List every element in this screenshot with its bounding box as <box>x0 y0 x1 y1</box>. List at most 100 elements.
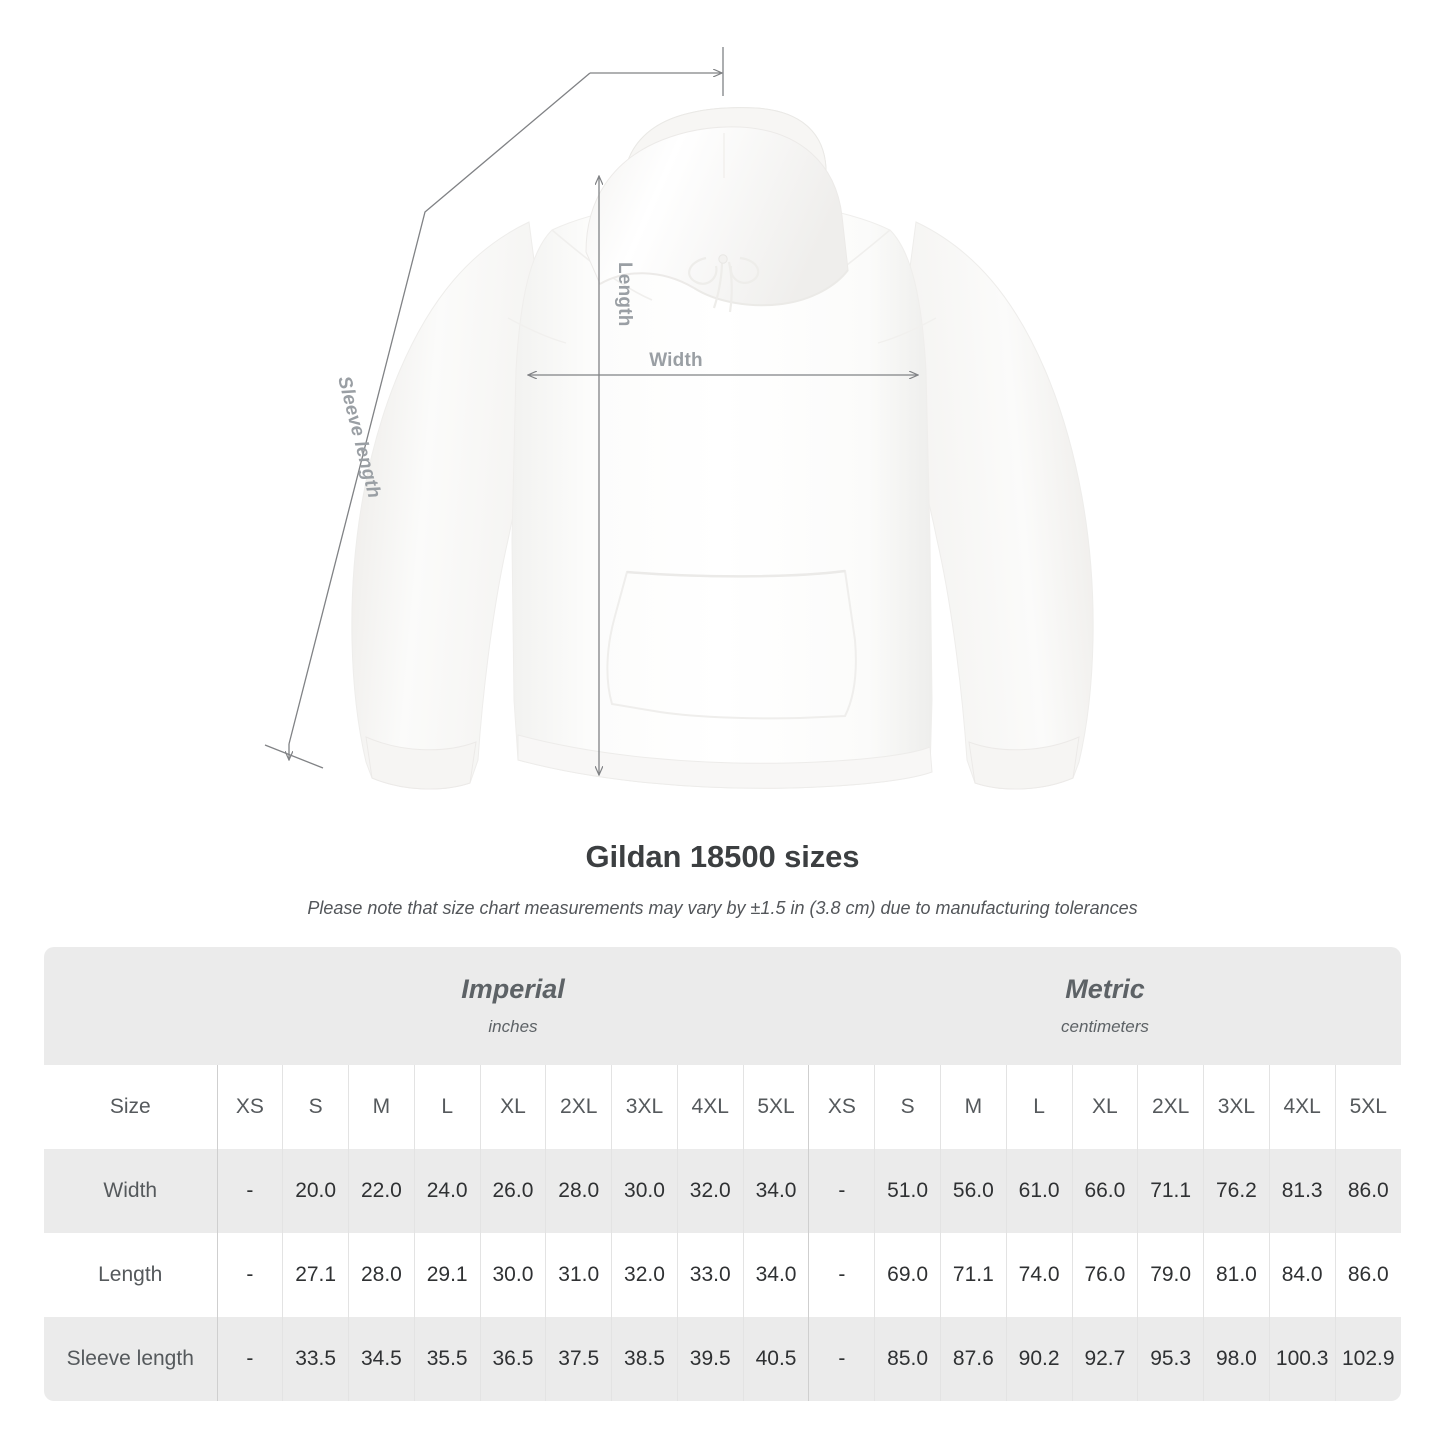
row-header-cell: Size <box>44 1065 217 1149</box>
measurement-cell: - <box>808 1233 875 1317</box>
drawstring-bow <box>688 256 760 313</box>
hood-opening-edge <box>599 272 695 289</box>
measurement-cell: 38.5 <box>611 1317 678 1401</box>
measurement-cell: 24.0 <box>413 1149 481 1233</box>
unit-banner-spacer <box>44 947 217 1065</box>
measurement-cell: - <box>216 1233 283 1317</box>
size-header-cell: L <box>413 1065 481 1149</box>
measurement-cell: 76.2 <box>1203 1149 1270 1233</box>
measurement-cell: 86.0 <box>1334 1233 1401 1317</box>
unit-banner-cell-metric: Metric centimeters <box>808 947 1401 1065</box>
measurement-cell: 26.0 <box>479 1149 546 1233</box>
size-header-cell: 5XL <box>1334 1065 1401 1149</box>
size-header-cell: S <box>874 1065 941 1149</box>
measurement-cell: 32.0 <box>611 1233 678 1317</box>
unit-banner-cell-imperial: Imperial inches <box>217 947 809 1065</box>
size-header-cell: XS <box>216 1065 283 1149</box>
table-row: Width -20.0 22.0 24.0 26.0 28.0 30.0 32.0 34.0-5… <box>44 1149 1401 1233</box>
measurement-cell: 86.0 <box>1334 1149 1401 1233</box>
measurement-cell: 29.1 <box>413 1233 481 1317</box>
measurement-cell: 76.0 <box>1071 1233 1138 1317</box>
size-header-cell: 2XL <box>1137 1065 1204 1149</box>
measurement-cell: 84.0 <box>1268 1233 1336 1317</box>
left-cuff <box>365 736 477 790</box>
measurement-cell: 79.0 <box>1137 1233 1204 1317</box>
measurement-cell: 34.0 <box>742 1149 809 1233</box>
unit-name: Metric <box>1065 974 1145 1005</box>
size-header-cell: M <box>348 1065 415 1149</box>
size-header-cell: 3XL <box>611 1065 678 1149</box>
left-sleeve <box>351 221 553 790</box>
hoodie-diagram-svg: Length Width Sleeve length <box>264 47 1094 790</box>
measurement-cell: 81.0 <box>1203 1233 1270 1317</box>
size-header-cell: XL <box>479 1065 546 1149</box>
measurement-cell: 81.3 <box>1268 1149 1336 1233</box>
title-block: Gildan 18500 sizes Please note that size… <box>0 838 1445 921</box>
measurement-cell: 20.0 <box>282 1149 349 1233</box>
measurement-cell: 30.0 <box>479 1233 546 1317</box>
measurement-cell: 36.5 <box>479 1317 546 1401</box>
measurement-cell: 33.0 <box>676 1233 744 1317</box>
row-header-cell: Width <box>44 1149 217 1233</box>
measurement-cell: 66.0 <box>1071 1149 1138 1233</box>
row-header-cell: Length <box>44 1233 217 1317</box>
measurement-cell: 40.5 <box>742 1317 809 1401</box>
size-chart-table-wrapper: Imperial inches Metric centimeters Size XS S M L… <box>44 947 1401 1401</box>
measurement-cell: 34.5 <box>348 1317 415 1401</box>
unit-name: Imperial <box>461 974 565 1005</box>
table-row: Length -27.1 28.0 29.1 30.0 31.0 32.0 33.0 34.0-… <box>44 1233 1401 1317</box>
measurement-cell: 28.0 <box>348 1233 415 1317</box>
size-header-row: Size XS S M L XL 2XL 3XL 4XL 5XL XS S M L XL 2XL 3XL 4XL 5… <box>44 1065 1401 1149</box>
measurement-cell: 95.3 <box>1137 1317 1204 1401</box>
measurement-cell: 22.0 <box>348 1149 415 1233</box>
size-header-cell: 5XL <box>742 1065 809 1149</box>
measurement-cell: 27.1 <box>282 1233 349 1317</box>
size-header-cell: 4XL <box>676 1065 744 1149</box>
row-header-cell: Sleeve length <box>44 1317 217 1401</box>
measurement-cell: 69.0 <box>874 1233 941 1317</box>
sleeve-dimension-line <box>288 72 591 745</box>
unit-banner-row: Imperial inches Metric centimeters <box>44 947 1401 1065</box>
waistband <box>517 734 933 789</box>
size-header-cell: 4XL <box>1268 1065 1336 1149</box>
measurement-cell: 61.0 <box>1005 1149 1072 1233</box>
measurement-guides <box>264 47 918 775</box>
right-sleeve-seam <box>877 317 937 344</box>
measurement-cell: 98.0 <box>1203 1317 1270 1401</box>
measurement-cell: 56.0 <box>939 1149 1007 1233</box>
measurement-cell: 71.1 <box>1137 1149 1204 1233</box>
measurement-cell: 100.3 <box>1268 1317 1336 1401</box>
measurement-cell: 92.7 <box>1071 1317 1138 1401</box>
measurement-cell: 34.0 <box>742 1233 809 1317</box>
size-header-cell: 2XL <box>545 1065 612 1149</box>
left-sleeve-seam <box>507 317 567 344</box>
measurement-cell: 32.0 <box>676 1149 744 1233</box>
size-header-cell: XL <box>1071 1065 1138 1149</box>
measurement-cell: - <box>808 1149 875 1233</box>
measurement-cell: - <box>216 1149 283 1233</box>
measurement-cell: 35.5 <box>413 1317 481 1401</box>
size-header-cell: S <box>282 1065 349 1149</box>
measurement-cell: 102.9 <box>1334 1317 1401 1401</box>
table-row: Sleeve length -33.5 34.5 35.5 36.5 37.5 38.5 39… <box>44 1317 1401 1401</box>
width-label: Width <box>649 350 703 371</box>
measurement-cell: - <box>216 1317 283 1401</box>
pocket-top-seam <box>626 569 846 578</box>
measurement-cell: 87.6 <box>939 1317 1007 1401</box>
hoodie-garment <box>351 107 1094 790</box>
right-cuff <box>968 736 1080 790</box>
measurement-cell: 31.0 <box>545 1233 612 1317</box>
unit-subtitle: inches <box>488 1017 538 1036</box>
size-header-cell: M <box>939 1065 1007 1149</box>
measurement-cell: 33.5 <box>282 1317 349 1401</box>
tolerance-note: Please note that size chart measurements… <box>307 898 1138 919</box>
measurement-cell: 28.0 <box>545 1149 612 1233</box>
unit-subtitle: centimeters <box>1061 1017 1149 1036</box>
measurement-cell: 30.0 <box>611 1149 678 1233</box>
measurement-cell: 90.2 <box>1005 1317 1072 1401</box>
length-label: Length <box>614 262 635 327</box>
right-sleeve <box>892 221 1094 790</box>
measurement-cell: 74.0 <box>1005 1233 1072 1317</box>
sleeve-end-tick <box>264 744 324 769</box>
drawstring-knot <box>718 254 728 264</box>
